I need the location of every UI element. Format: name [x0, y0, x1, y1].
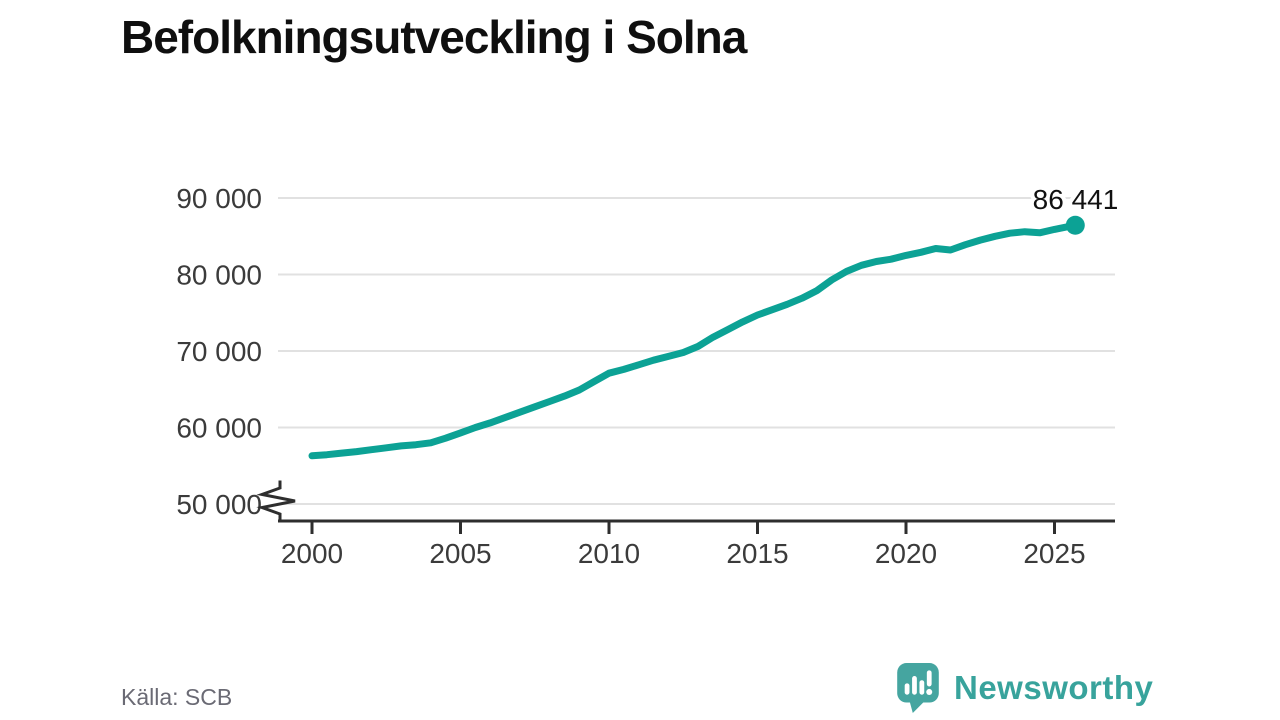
y-axis-break	[256, 480, 296, 523]
y-tick-label: 70 000	[176, 336, 262, 367]
y-tick-label: 50 000	[176, 489, 262, 520]
newsworthy-logo: Newsworthy	[895, 662, 1153, 714]
x-tick-label: 2015	[726, 538, 788, 569]
source-label: Källa: SCB	[121, 684, 233, 710]
newsworthy-wordmark: Newsworthy	[954, 669, 1154, 706]
x-tick-label: 2000	[281, 538, 343, 569]
newsworthy-icon	[897, 663, 939, 713]
x-tick-label: 2025	[1023, 538, 1085, 569]
x-tick-label: 2020	[875, 538, 937, 569]
y-tick-label: 60 000	[176, 413, 262, 444]
endpoint-value-label: 86 441	[1033, 184, 1119, 215]
x-tick-label: 2010	[578, 538, 640, 569]
chart-title: Befolkningsutveckling i Solna	[121, 11, 747, 63]
endpoint-dot	[1065, 215, 1085, 235]
y-tick-label: 80 000	[176, 260, 262, 291]
population-line	[308, 221, 1079, 460]
x-tick-label: 2005	[429, 538, 491, 569]
y-tick-label: 90 000	[176, 183, 262, 214]
